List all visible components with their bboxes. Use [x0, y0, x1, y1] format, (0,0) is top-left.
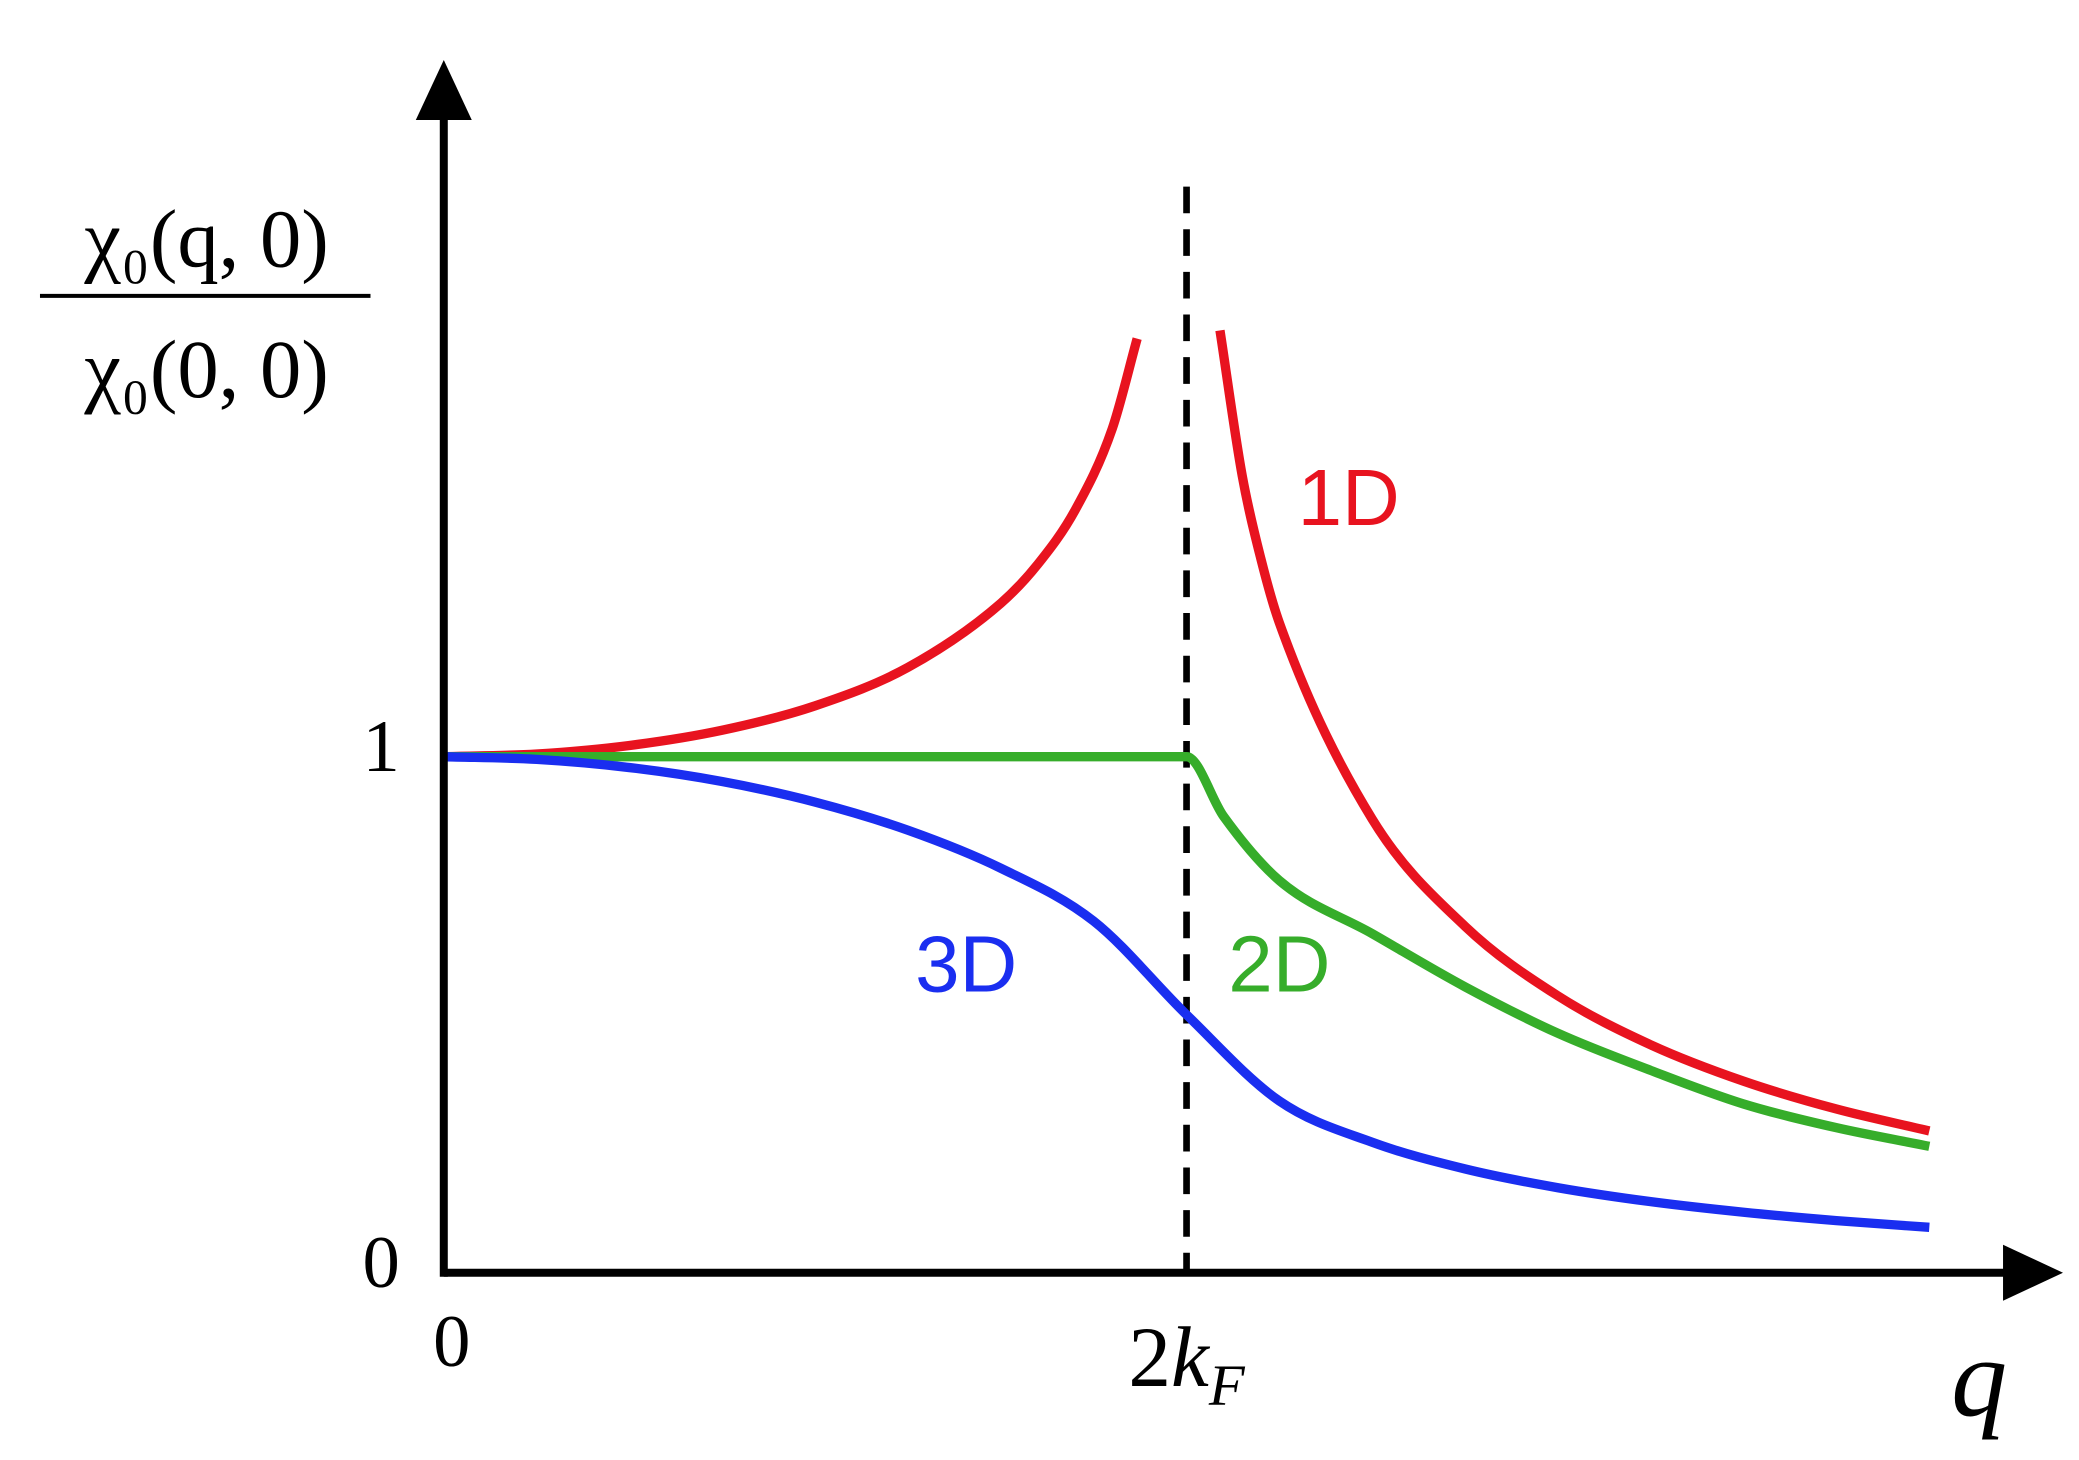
y-axis-label-denominator: χ₀(0, 0)	[83, 323, 328, 415]
x-axis-arrow	[2003, 1244, 2064, 1301]
y-tick-label: 1	[362, 705, 399, 788]
series-line	[443, 329, 1931, 1136]
y-axis-arrow	[415, 59, 472, 120]
y-axis-label-numerator: χ₀(q, 0)	[83, 193, 328, 285]
x-axis-label: q	[1951, 1316, 2007, 1440]
series-line	[443, 752, 1931, 1151]
x-tick-label: 2kF	[1128, 1311, 1246, 1418]
x-tick-label: 0	[433, 1300, 470, 1383]
series-label: 3D	[915, 919, 1017, 1008]
series-label: 2D	[1228, 919, 1330, 1008]
series-label: 1D	[1298, 453, 1400, 542]
series-line	[443, 752, 1930, 1232]
y-tick-label: 0	[362, 1221, 399, 1304]
